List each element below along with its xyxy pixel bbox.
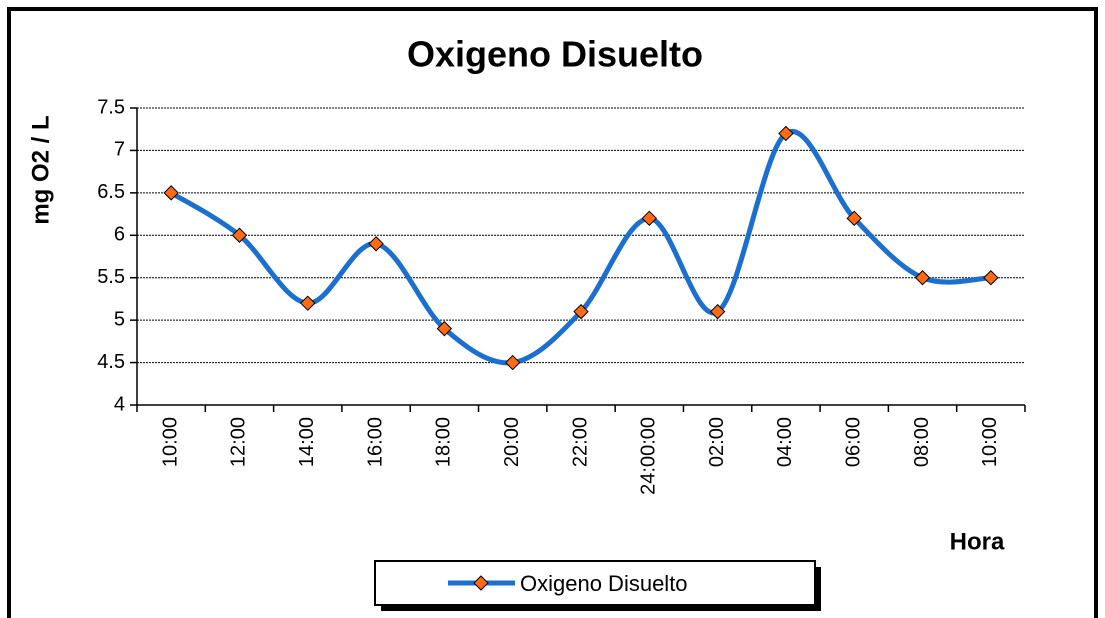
- marker: [504, 354, 521, 371]
- chart-frame: [7, 7, 1098, 618]
- y-tick-label: 4.5: [97, 351, 125, 373]
- y-tick-label: 7: [114, 139, 125, 161]
- x-tick-label: 10:00: [979, 417, 1001, 467]
- marker: [300, 295, 316, 311]
- x-tick-label: 24:00:00: [638, 417, 660, 495]
- marker: [436, 320, 453, 337]
- x-tick-label: 08:00: [911, 417, 933, 467]
- y-tick-label: 5: [114, 308, 125, 330]
- marker: [914, 270, 931, 286]
- marker: [846, 210, 862, 227]
- chart-title: Oxigeno Disuelto: [407, 34, 703, 75]
- x-tick-label: 14:00: [296, 417, 318, 467]
- x-tick-label: 12:00: [228, 417, 250, 467]
- marker: [163, 185, 179, 201]
- marker: [709, 303, 726, 320]
- y-tick-label: 7.5: [97, 96, 125, 118]
- x-tick-label: 22:00: [569, 417, 591, 467]
- y-axis-label: mg O2 / L: [27, 115, 54, 224]
- marker: [573, 303, 589, 320]
- y-tick-label: 4: [114, 393, 125, 415]
- x-tick-label: 18:00: [433, 417, 455, 467]
- x-axis-label: Hora: [950, 528, 1005, 555]
- marker: [641, 210, 658, 227]
- legend-label: Oxigeno Disuelto: [520, 571, 688, 596]
- marker: [368, 236, 384, 252]
- x-tick-label: 16:00: [364, 417, 386, 467]
- marker: [778, 125, 794, 142]
- x-tick-label: 10:00: [159, 417, 181, 467]
- x-tick-label: 02:00: [706, 417, 728, 467]
- series-line: [169, 128, 991, 366]
- marker: [231, 227, 248, 243]
- y-tick-label: 6: [114, 224, 125, 246]
- x-tick-label: 04:00: [774, 417, 796, 467]
- legend-marker: [473, 575, 489, 591]
- y-tick-label: 6.5: [97, 181, 125, 203]
- y-tick-label: 5.5: [97, 266, 125, 288]
- x-tick-label: 20:00: [501, 417, 523, 467]
- x-tick-label: 06:00: [843, 417, 865, 467]
- marker: [983, 270, 999, 286]
